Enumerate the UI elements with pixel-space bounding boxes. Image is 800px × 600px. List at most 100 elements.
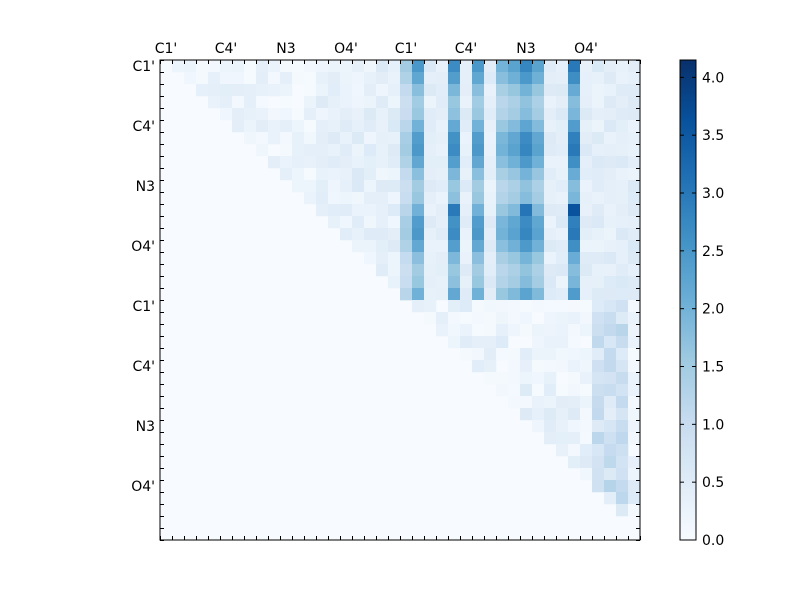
heatmap-cell [616, 408, 629, 421]
heatmap-cell [556, 180, 569, 193]
heatmap-cell [508, 60, 521, 73]
heatmap-cell [592, 276, 605, 289]
heatmap-cell [496, 120, 509, 133]
heatmap-cell [508, 240, 521, 253]
heatmap-cell [448, 132, 461, 145]
heatmap-cell [376, 108, 389, 121]
heatmap-cell [508, 360, 521, 373]
heatmap-cell [556, 228, 569, 241]
heatmap-cell [496, 276, 509, 289]
heatmap-cell [424, 72, 437, 85]
heatmap-cell [508, 168, 521, 181]
heatmap-cell [268, 120, 281, 133]
x-tick-label: C1' [155, 41, 178, 57]
heatmap-cell [340, 132, 353, 145]
heatmap-cell [484, 372, 497, 385]
heatmap-cell [316, 84, 329, 97]
heatmap-cell [400, 276, 413, 289]
heatmap-cell [508, 180, 521, 193]
heatmap-cell [400, 120, 413, 133]
heatmap-cell [616, 108, 629, 121]
heatmap-cell [616, 168, 629, 181]
heatmap-cell [340, 180, 353, 193]
heatmap-cell [604, 60, 617, 73]
heatmap-cell [328, 132, 341, 145]
heatmap-cell [580, 348, 593, 361]
heatmap-cell [460, 312, 473, 325]
heatmap-cell [592, 132, 605, 145]
heatmap-cell [556, 60, 569, 73]
heatmap-cell [616, 132, 629, 145]
heatmap-cell [484, 348, 497, 361]
heatmap-cell [568, 288, 581, 301]
heatmap-cell [568, 312, 581, 325]
heatmap-cell [244, 60, 257, 73]
heatmap-cell [556, 144, 569, 157]
heatmap-cell [520, 408, 533, 421]
colorbar-tick-label: 3.5 [702, 128, 724, 144]
heatmap-cell [532, 156, 545, 169]
heatmap-cell [256, 60, 269, 73]
heatmap-cell [568, 144, 581, 157]
heatmap-cell [316, 156, 329, 169]
heatmap-cell [604, 396, 617, 409]
heatmap-cell [628, 216, 641, 229]
heatmap-cell [484, 252, 497, 265]
heatmap-cell [316, 60, 329, 73]
heatmap-cell [424, 192, 437, 205]
heatmap-cell [580, 168, 593, 181]
heatmap-cell [448, 312, 461, 325]
heatmap-cell [616, 360, 629, 373]
heatmap-cell [280, 168, 293, 181]
heatmap-cell [448, 156, 461, 169]
heatmap-cell [316, 192, 329, 205]
heatmap-cell [544, 216, 557, 229]
heatmap-cell [220, 72, 233, 85]
heatmap-cell [520, 384, 533, 397]
heatmap-cell [544, 60, 557, 73]
heatmap-cell [604, 252, 617, 265]
heatmap-cell [352, 144, 365, 157]
heatmap-cell [232, 60, 245, 73]
heatmap-cell [196, 60, 209, 73]
heatmap-cell [544, 120, 557, 133]
heatmap-cell [520, 264, 533, 277]
heatmap-cell [592, 372, 605, 385]
heatmap-cell [376, 264, 389, 277]
heatmap-cell [424, 264, 437, 277]
heatmap-cell [484, 216, 497, 229]
heatmap-cell [604, 156, 617, 169]
heatmap-cell [616, 492, 629, 505]
heatmap-cell [436, 156, 449, 169]
heatmap-cell [472, 180, 485, 193]
heatmap-cell [472, 228, 485, 241]
heatmap-cell [328, 108, 341, 121]
x-tick-label: C4' [215, 41, 238, 57]
heatmap-cell [412, 204, 425, 217]
heatmap-cell [580, 132, 593, 145]
heatmap-cell [376, 204, 389, 217]
heatmap-cell [628, 108, 641, 121]
heatmap-cell [580, 120, 593, 133]
heatmap-cell [340, 228, 353, 241]
heatmap-cell [460, 276, 473, 289]
heatmap-cell [520, 60, 533, 73]
heatmap-cell [496, 84, 509, 97]
heatmap-cell [352, 240, 365, 253]
heatmap-cell [568, 156, 581, 169]
heatmap-cell [280, 72, 293, 85]
heatmap-cell [364, 192, 377, 205]
x-tick-label: N3 [516, 41, 535, 57]
heatmap-cell [364, 168, 377, 181]
heatmap-cell [616, 276, 629, 289]
heatmap-cell [268, 84, 281, 97]
heatmap-cell [424, 168, 437, 181]
heatmap-cell [628, 72, 641, 85]
y-tick-label: N3 [136, 419, 155, 435]
heatmap-cell [544, 204, 557, 217]
heatmap-cell [424, 132, 437, 145]
heatmap-cell [280, 60, 293, 73]
heatmap-cell [364, 156, 377, 169]
heatmap-cell [628, 240, 641, 253]
heatmap-cell [220, 96, 233, 109]
